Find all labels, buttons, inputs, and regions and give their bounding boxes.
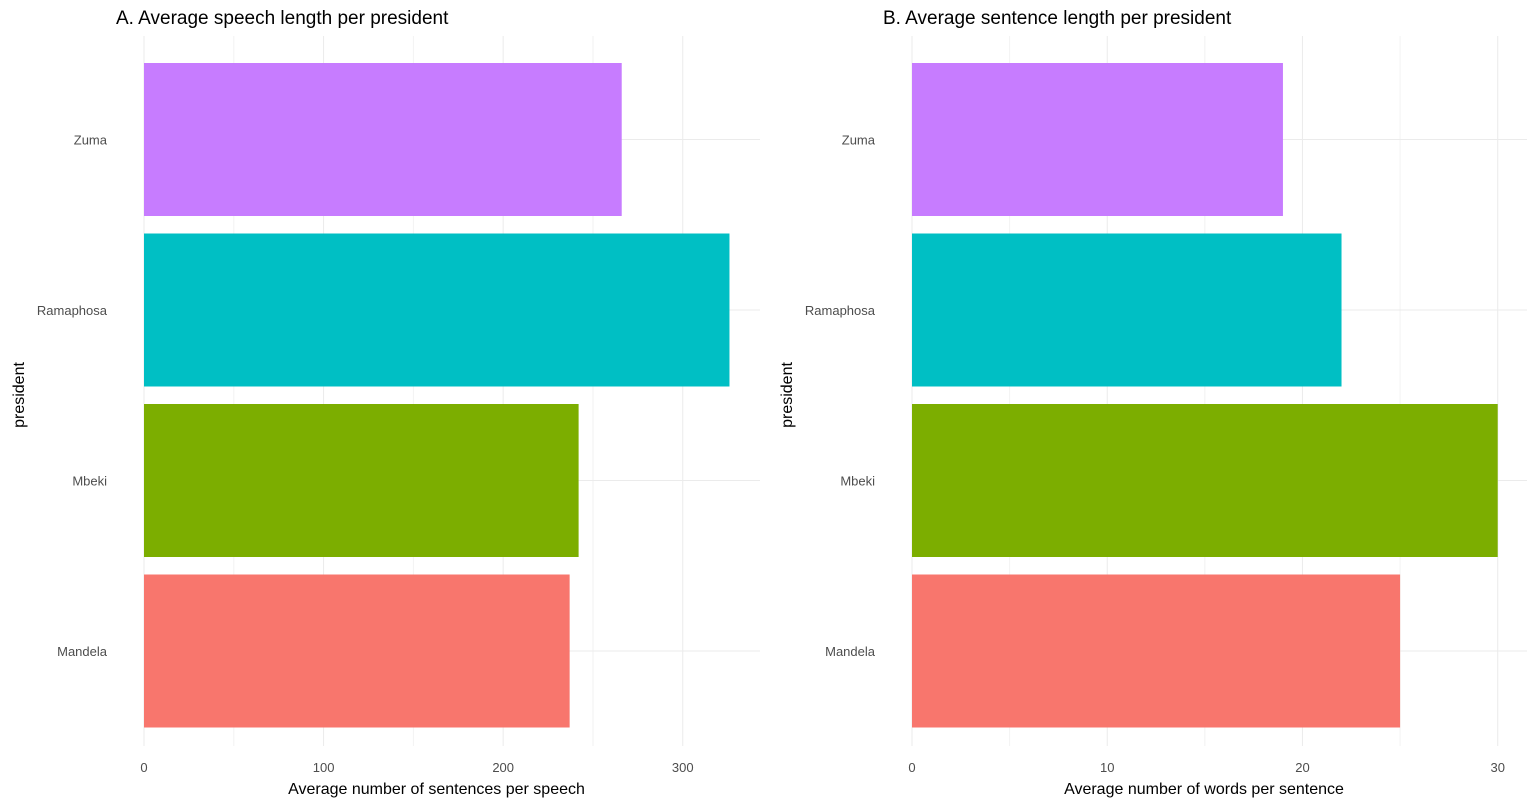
x-axis-title: Average number of sentences per speech: [288, 781, 585, 798]
x-axis-title: Average number of words per sentence: [1064, 781, 1344, 798]
y-tick-label: Mbeki: [840, 474, 875, 489]
bar-ramaphosa: [912, 233, 1342, 387]
y-tick-label: Ramaphosa: [37, 303, 108, 318]
chart-title: A. Average speech length per president: [116, 8, 449, 29]
chart-title: B. Average sentence length per president: [883, 8, 1232, 29]
bar-mbeki: [912, 404, 1498, 557]
y-axis-title: president: [779, 362, 796, 428]
panel-a: A. Average speech length per president M…: [11, 8, 760, 798]
x-tick-label: 0: [908, 760, 915, 775]
y-tick-label: Mbeki: [72, 474, 107, 489]
bar-zuma: [912, 63, 1283, 216]
x-tick-label: 30: [1490, 760, 1504, 775]
x-tick-label: 20: [1295, 760, 1309, 775]
y-tick-label: Mandela: [57, 644, 108, 659]
bar-mandela: [912, 574, 1401, 728]
y-tick-label: Zuma: [74, 133, 108, 148]
x-tick-label: 100: [313, 760, 335, 775]
x-tick-label: 10: [1100, 760, 1114, 775]
bar-zuma: [144, 63, 622, 216]
y-tick-label: Ramaphosa: [805, 303, 876, 318]
y-tick-label: Mandela: [825, 644, 876, 659]
x-tick-label: 0: [140, 760, 147, 775]
panel-b: B. Average sentence length per president…: [779, 8, 1527, 798]
x-tick-label: 300: [672, 760, 694, 775]
x-tick-label: 200: [492, 760, 514, 775]
bar-mbeki: [144, 404, 579, 557]
y-axis-title: president: [11, 362, 28, 428]
bar-ramaphosa: [144, 233, 730, 387]
y-tick-label: Zuma: [842, 133, 876, 148]
bar-mandela: [144, 574, 570, 728]
